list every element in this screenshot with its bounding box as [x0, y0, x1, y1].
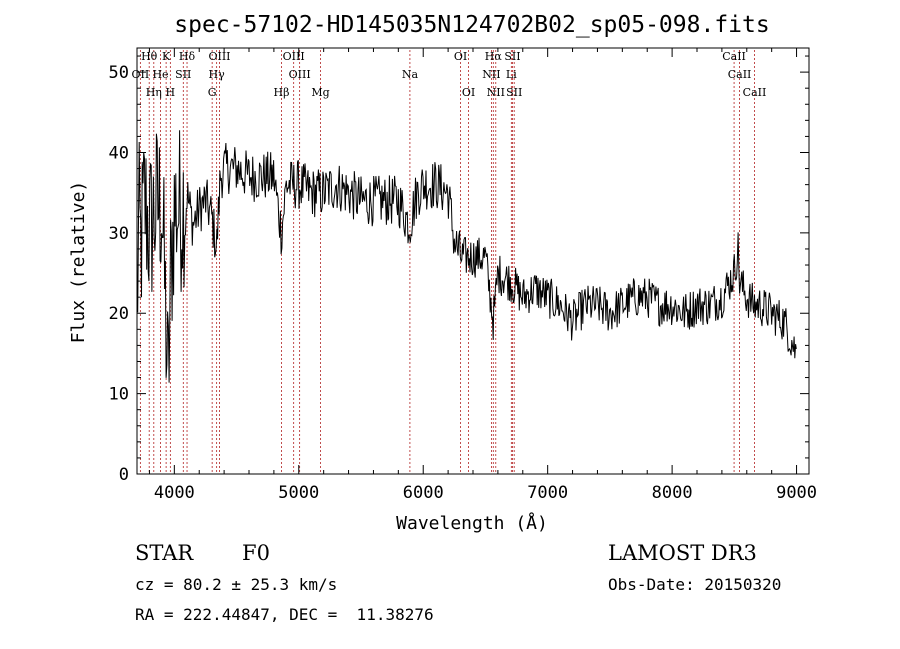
line-marker-label: Na [402, 68, 419, 81]
line-marker-label: OI [454, 50, 467, 63]
line-marker-label: H [166, 86, 176, 99]
line-marker-label: Mg [311, 86, 329, 99]
line-marker-label: K [162, 50, 171, 63]
x-axis: 4000 5000 6000 7000 8000 9000 [148, 48, 817, 503]
y-tick-label: 20 [109, 304, 129, 324]
survey-name: LAMOST DR3 [608, 541, 757, 565]
redshift-readout: cz = 80.2 ± 25.3 km/s [135, 575, 337, 594]
object-class: STAR [135, 541, 194, 565]
line-markers [139, 50, 755, 474]
y-tick-label: 40 [109, 143, 129, 163]
line-marker-label: OIII [208, 50, 230, 63]
x-tick-label: 6000 [403, 483, 444, 503]
x-tick-label: 8000 [652, 483, 693, 503]
line-marker-label: SII [175, 68, 191, 81]
line-marker-label: OIII [289, 68, 311, 81]
y-tick-label: 10 [109, 385, 129, 405]
line-marker-label: Hη [146, 86, 162, 99]
y-tick-label: 0 [119, 465, 129, 485]
y-axis-label: Flux (relative) [68, 181, 89, 344]
line-marker-label: OII [132, 68, 150, 81]
coordinates: RA = 222.44847, DEC = 11.38276 [135, 605, 434, 624]
spectrum-line [136, 130, 797, 383]
line-marker-label: SII [506, 86, 522, 99]
y-axis: 0 10 20 30 40 50 [109, 55, 809, 485]
line-marker-label: SII [504, 50, 520, 63]
line-marker-label: Hα [485, 50, 503, 63]
x-tick-label: 7000 [527, 483, 568, 503]
line-marker-label: Hγ [209, 68, 226, 81]
line-marker-label: Hδ [179, 50, 196, 63]
line-marker-label: He [152, 68, 168, 81]
line-marker-label: NII [487, 86, 505, 99]
line-marker-label: CaII [722, 50, 746, 63]
y-tick-label: 50 [109, 63, 129, 83]
line-marker-label: CaII [728, 68, 752, 81]
x-tick-label: 4000 [154, 483, 195, 503]
line-marker-label: CaII [743, 86, 767, 99]
line-marker-label: NII [482, 68, 500, 81]
line-marker-label: G [208, 86, 217, 99]
line-marker-label: Hβ [274, 86, 290, 99]
obs-date: Obs-Date: 20150320 [608, 575, 781, 594]
line-marker-label: OI [462, 86, 475, 99]
x-axis-label: Wavelength (Å) [396, 512, 548, 534]
line-marker-label: OIII [283, 50, 305, 63]
line-marker-label: Hθ [141, 50, 158, 63]
x-tick-label: 5000 [278, 483, 319, 503]
object-subclass: F0 [242, 541, 270, 565]
x-tick-label: 9000 [776, 483, 817, 503]
chart-title: spec-57102-HD145035N124702B02_sp05-098.f… [174, 12, 769, 38]
y-tick-label: 30 [109, 224, 129, 244]
line-marker-label: Li [506, 68, 517, 81]
